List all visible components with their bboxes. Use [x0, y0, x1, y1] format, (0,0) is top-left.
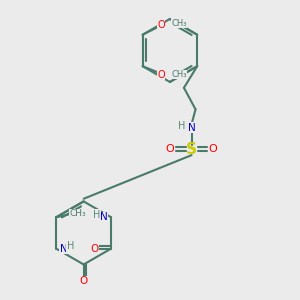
- Text: O: O: [166, 144, 174, 154]
- Text: CH₃: CH₃: [171, 19, 187, 28]
- Text: O: O: [90, 244, 98, 254]
- Text: H: H: [93, 209, 101, 220]
- Text: CH₃: CH₃: [171, 70, 187, 79]
- Text: N: N: [60, 244, 68, 254]
- Text: O: O: [209, 144, 218, 154]
- Text: S: S: [186, 142, 197, 157]
- Text: N: N: [100, 212, 107, 222]
- Text: O: O: [157, 70, 165, 80]
- Text: O: O: [157, 20, 165, 30]
- Text: H: H: [178, 121, 185, 131]
- Text: H: H: [67, 241, 74, 251]
- Text: CH₃: CH₃: [70, 209, 86, 218]
- Text: O: O: [80, 276, 88, 286]
- Text: N: N: [188, 123, 195, 133]
